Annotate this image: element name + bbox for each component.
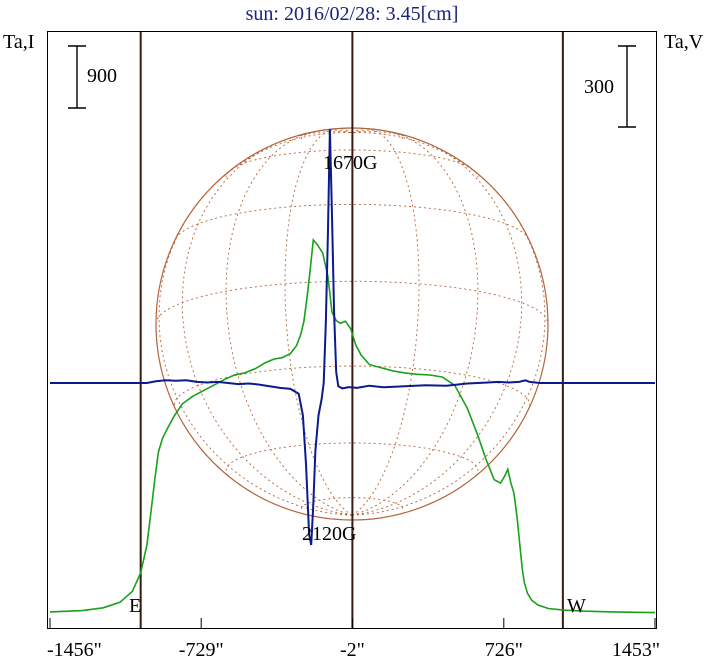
x-tick-label: -2" (340, 639, 365, 661)
longitude-gridline (351, 129, 479, 516)
longitude-gridline (181, 131, 353, 516)
longitude-gridline (351, 128, 420, 516)
longitude-gridline (351, 131, 523, 516)
x-tick-label: 726" (485, 639, 523, 661)
left-scale-label: 900 (87, 65, 117, 87)
x-tick-label: -729" (179, 639, 224, 661)
plot-frame (47, 31, 657, 629)
x-axis-ticks: -1456" -729" -2" 726" 1453" (47, 618, 660, 661)
annotation-1670g: 1670G (323, 152, 377, 174)
x-tick-label: 1453" (612, 639, 660, 661)
chart-title: sun: 2016/02/28: 3.45[cm] (246, 3, 459, 25)
annotation-2120g: 2120G (302, 523, 356, 545)
series-line-polarization (50, 129, 655, 546)
right-scale-bar (618, 45, 636, 128)
longitude-gridline (158, 132, 353, 516)
right-scale-label: 300 (584, 76, 614, 98)
limb-label-west: W (567, 595, 586, 617)
longitude-gridline (351, 132, 546, 516)
left-axis-label: Ta,I (3, 31, 34, 53)
limb-and-center-lines (139, 32, 564, 628)
longitude-gridline (225, 129, 353, 516)
left-scale-bar (68, 45, 86, 109)
x-tick-label: -1456" (47, 639, 102, 661)
limb-label-east: E (129, 595, 141, 617)
right-axis-label: Ta,V (664, 31, 704, 53)
